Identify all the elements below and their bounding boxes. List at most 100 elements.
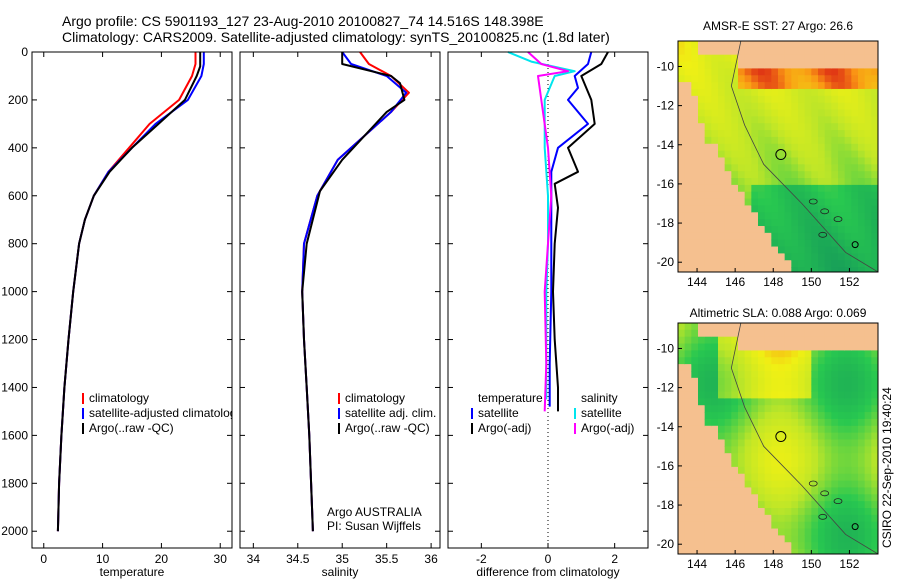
map-cell — [824, 116, 832, 124]
map-cell — [824, 164, 832, 172]
map-cell — [871, 150, 878, 159]
map-cell — [824, 198, 832, 207]
map-cell — [724, 418, 732, 427]
map-cell — [758, 116, 766, 124]
map-cell — [858, 260, 866, 268]
map-cell — [858, 460, 866, 468]
map-cell — [751, 171, 759, 179]
map-cell — [791, 384, 799, 393]
map-cell — [844, 535, 852, 543]
map-cell — [831, 184, 839, 193]
map-cell — [744, 466, 752, 475]
map-cell — [718, 191, 726, 200]
map-cell — [691, 41, 699, 49]
map-cell — [864, 75, 872, 83]
map-cell — [851, 549, 859, 554]
map-cell — [798, 239, 806, 248]
map-cell — [864, 95, 872, 104]
map-cell — [818, 466, 826, 475]
map-cell — [844, 446, 852, 454]
map-cell — [811, 466, 819, 475]
map-cell — [804, 88, 812, 97]
map-cell — [824, 260, 832, 268]
map-cell — [744, 123, 752, 131]
map-cell — [744, 61, 752, 70]
map-cell — [844, 226, 852, 234]
map-cell — [838, 47, 846, 56]
map-cell — [744, 102, 752, 111]
map-cell — [844, 405, 852, 413]
map-cell — [791, 473, 799, 482]
map-cell — [811, 501, 819, 509]
map-cell — [831, 246, 839, 254]
map-cell — [711, 377, 719, 386]
map-cell — [724, 528, 732, 536]
map-cell — [791, 226, 799, 234]
map-cell — [731, 446, 739, 454]
map-cell — [724, 514, 732, 523]
map-cell — [691, 364, 699, 372]
map-cell — [824, 47, 832, 56]
map-cell — [698, 171, 706, 179]
map-cell — [804, 364, 812, 372]
map-cell — [864, 150, 872, 159]
map-cell — [758, 514, 766, 523]
map-cell — [758, 357, 766, 365]
map-cell — [751, 357, 759, 365]
map-cell — [804, 521, 812, 530]
map-cell — [791, 102, 799, 111]
map-cell — [691, 130, 699, 138]
map-cell — [724, 473, 732, 482]
map-cell — [818, 191, 826, 200]
map-cell — [684, 418, 692, 427]
map-cell — [838, 68, 846, 76]
map-cell — [711, 323, 719, 331]
map-cell — [678, 364, 686, 372]
map-cell — [831, 212, 839, 220]
map-cell — [764, 239, 772, 248]
map-cell — [811, 405, 819, 413]
map-cell — [824, 239, 832, 248]
map-cell — [851, 336, 859, 345]
map-cell — [738, 253, 746, 261]
reef-outline — [833, 498, 843, 505]
map-cell — [858, 329, 866, 338]
map-cell — [684, 425, 692, 434]
map-cell — [758, 432, 766, 441]
map-cell — [691, 398, 699, 406]
map-cell — [691, 494, 699, 502]
map-cell — [724, 542, 732, 550]
map-cell — [864, 501, 872, 509]
map-cell — [818, 260, 826, 268]
map-cell — [798, 95, 806, 104]
map-cell — [684, 164, 692, 172]
map-cell — [738, 150, 746, 159]
map-cell — [771, 198, 779, 207]
map-cell — [704, 343, 712, 352]
map-cell — [738, 364, 746, 372]
map-cell — [844, 432, 852, 441]
map-cell — [771, 439, 779, 447]
map-cell — [744, 54, 752, 63]
map-cell — [778, 425, 786, 434]
map-cell — [684, 487, 692, 495]
map-cell — [791, 54, 799, 63]
map-cell — [784, 501, 792, 509]
map-cell — [738, 336, 746, 345]
map-cell — [791, 267, 799, 272]
map-cell — [751, 198, 759, 207]
map-cell — [878, 344, 885, 351]
map-cell — [784, 453, 792, 461]
map-cell — [718, 405, 726, 413]
map-cell — [711, 260, 719, 268]
map-cell — [718, 391, 726, 399]
map-cell — [771, 246, 779, 254]
map-cell — [764, 494, 772, 502]
map-cell — [751, 418, 759, 427]
map-cell — [678, 398, 686, 406]
map-cell — [858, 54, 866, 63]
map-cell — [871, 439, 878, 447]
map-cell — [844, 54, 852, 63]
map-cell — [678, 143, 686, 152]
map-cell — [744, 157, 752, 165]
